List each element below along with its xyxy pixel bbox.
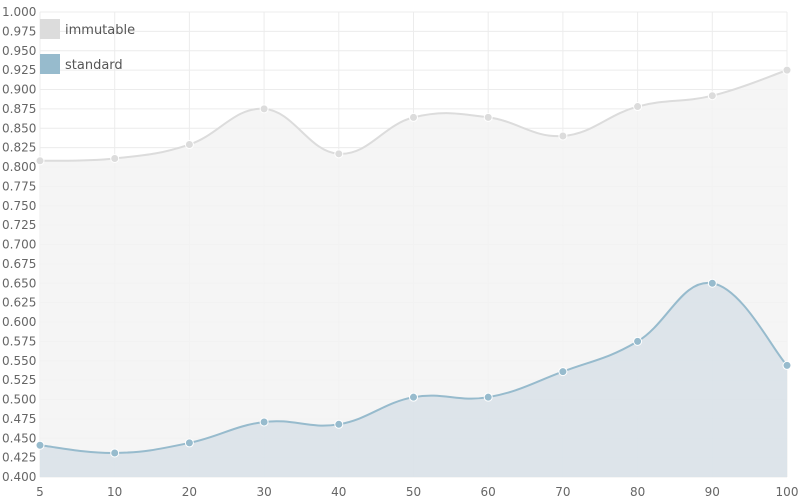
x-tick-label: 100: [776, 485, 799, 499]
y-tick-label: 0.750: [2, 199, 36, 213]
data-point-standard[interactable]: [633, 336, 643, 346]
data-point-immutable[interactable]: [707, 91, 717, 101]
legend-item-standard: standard: [40, 54, 123, 74]
legend-swatch-immutable: [40, 19, 60, 39]
legend-item-immutable: immutable: [40, 19, 135, 39]
y-tick-label: 0.700: [2, 238, 36, 252]
y-tick-label: 0.600: [2, 315, 36, 329]
x-tick-label: 40: [331, 485, 346, 499]
y-tick-label: 0.475: [2, 412, 36, 426]
y-tick-label: 1.000: [2, 5, 36, 19]
data-point-standard[interactable]: [334, 419, 344, 429]
y-tick-label: 0.775: [2, 179, 36, 193]
x-tick-label: 80: [630, 485, 645, 499]
x-tick-label: 20: [182, 485, 197, 499]
y-tick-label: 0.650: [2, 276, 36, 290]
y-tick-label: 0.675: [2, 257, 36, 271]
y-tick-label: 0.950: [2, 44, 36, 58]
data-point-immutable[interactable]: [334, 149, 344, 159]
y-tick-label: 0.525: [2, 373, 36, 387]
y-tick-label: 0.550: [2, 354, 36, 368]
data-point-immutable[interactable]: [782, 65, 792, 75]
y-tick-label: 0.925: [2, 63, 36, 77]
data-point-immutable[interactable]: [35, 156, 45, 166]
data-point-immutable[interactable]: [184, 140, 194, 150]
y-tick-label: 0.900: [2, 83, 36, 97]
x-tick-label: 50: [406, 485, 421, 499]
x-tick-label: 60: [481, 485, 496, 499]
x-tick-label: 10: [107, 485, 122, 499]
data-point-standard[interactable]: [409, 392, 418, 402]
data-point-standard[interactable]: [184, 438, 194, 448]
data-point-standard[interactable]: [483, 392, 493, 402]
y-tick-label: 0.625: [2, 296, 36, 310]
data-point-immutable[interactable]: [633, 102, 643, 112]
y-axis: 0.400 0.425 0.450 0.475 0.500 0.525 0.550 0.575…: [2, 5, 36, 484]
data-point-immutable[interactable]: [558, 131, 568, 141]
x-axis: 5 10 20 30 40 50 60 70 80 90 100: [36, 485, 798, 499]
data-point-standard[interactable]: [259, 417, 269, 427]
y-tick-label: 0.825: [2, 141, 36, 155]
area-fill-standard: [40, 282, 787, 477]
y-tick-label: 0.400: [2, 470, 36, 484]
x-tick-label: 70: [555, 485, 570, 499]
y-tick-label: 0.875: [2, 102, 36, 116]
data-point-standard[interactable]: [35, 440, 45, 450]
data-point-standard[interactable]: [110, 448, 120, 458]
series-line-standard: [39, 282, 788, 454]
legend-label-immutable: immutable: [65, 23, 135, 38]
x-tick-label: 5: [36, 485, 44, 499]
legend-label-standard: standard: [65, 58, 123, 73]
x-tick-label: 90: [705, 485, 720, 499]
data-point-standard[interactable]: [782, 360, 792, 370]
data-point-immutable[interactable]: [483, 112, 493, 122]
data-point-immutable[interactable]: [110, 153, 120, 163]
y-tick-label: 0.800: [2, 160, 36, 174]
y-tick-label: 0.850: [2, 121, 36, 135]
y-tick-label: 0.500: [2, 393, 36, 407]
data-point-standard[interactable]: [558, 367, 568, 377]
series-areas: [35, 65, 792, 477]
y-tick-label: 0.725: [2, 218, 36, 232]
legend-swatch-standard: [40, 54, 60, 74]
data-point-immutable[interactable]: [259, 104, 269, 114]
data-point-immutable[interactable]: [409, 112, 418, 122]
y-tick-label: 0.425: [2, 451, 36, 465]
y-tick-label: 0.450: [2, 431, 36, 445]
legend: immutable standard: [40, 19, 135, 74]
y-tick-label: 0.575: [2, 334, 36, 348]
data-point-standard[interactable]: [707, 278, 717, 288]
y-tick-label: 0.975: [2, 24, 36, 38]
x-tick-label: 30: [256, 485, 271, 499]
